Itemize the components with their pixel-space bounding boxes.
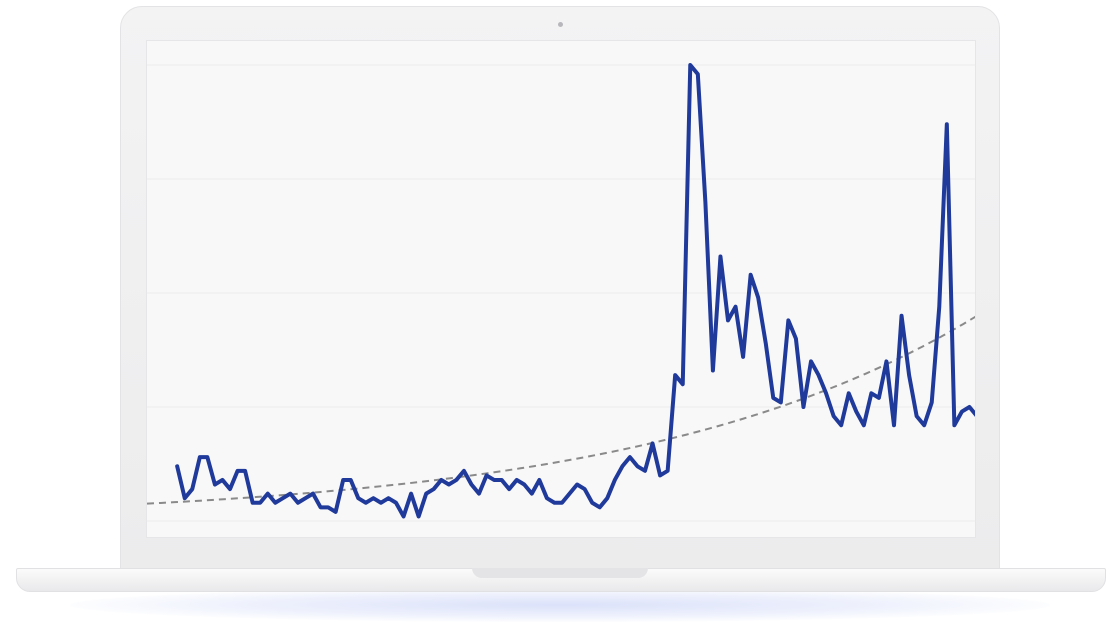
chart-gridlines (147, 64, 975, 522)
camera-icon (558, 22, 563, 27)
series-line (175, 63, 975, 519)
laptop-shadow (70, 588, 1050, 622)
trend-series (147, 315, 975, 505)
laptop-screen (146, 40, 976, 538)
laptop-notch (472, 568, 648, 578)
data-series (175, 63, 975, 519)
trend-line (147, 315, 975, 505)
line-chart (147, 63, 975, 522)
